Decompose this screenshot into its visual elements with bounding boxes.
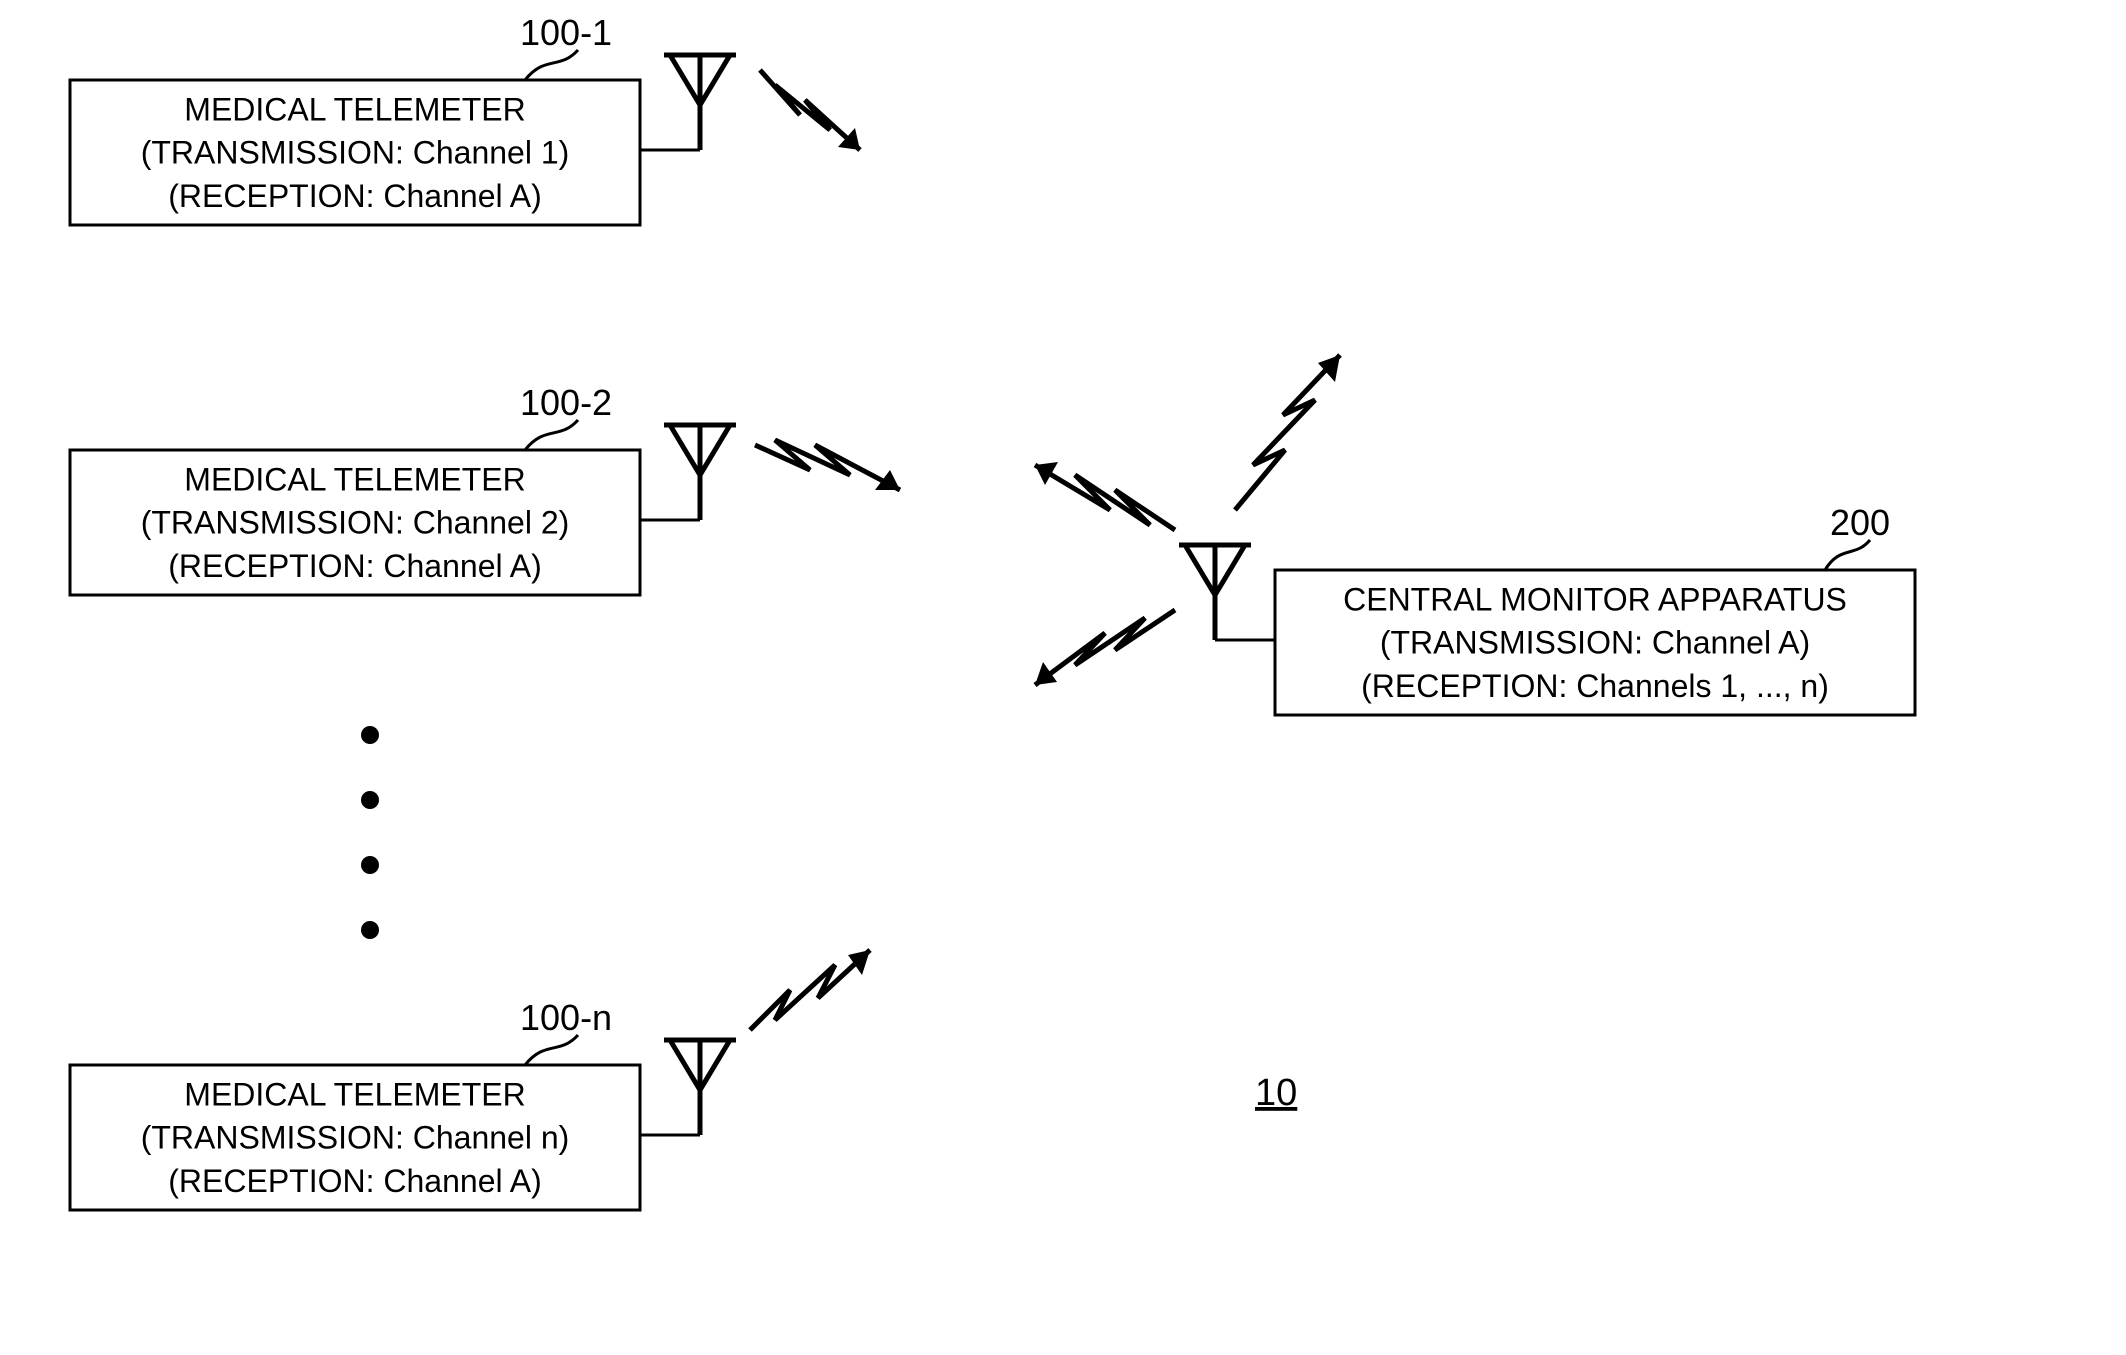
telemeter-2-line-0: MEDICAL TELEMETER [184,462,525,498]
telemeter-2-leader [525,420,578,450]
ellipsis-dot-1 [361,791,379,809]
telemeter-3-label: 100-n [520,997,612,1038]
telemeter-3-signal-path [750,950,870,1030]
central-monitor-sig1-signal-path [1035,465,1175,530]
telemeter-3-line-2: (RECEPTION: Channel A) [168,1163,541,1199]
telemeter-3: MEDICAL TELEMETER (TRANSMISSION: Channel … [70,1065,640,1210]
central-monitor-label-group: 200 [1825,502,1890,570]
telemeter-3-signal [750,950,870,1030]
telemeter-2-line-2: (RECEPTION: Channel A) [168,548,541,584]
central-monitor-sig2-signal [1035,610,1175,685]
central-monitor-sig1-signal-arrowhead [1035,462,1058,485]
central-monitor-line-0: CENTRAL MONITOR APPARATUS [1343,582,1847,618]
telemeter-2-label: 100-2 [520,382,612,423]
telemeter-3-leader [525,1035,578,1065]
central-monitor-line-2: (RECEPTION: Channels 1, ..., n) [1361,668,1829,704]
central-monitor-leader [1825,540,1870,570]
telemeter-3-line-1: (TRANSMISSION: Channel n) [141,1120,570,1156]
telemeter-3-line-0: MEDICAL TELEMETER [184,1077,525,1113]
telemeter-2-antenna [640,425,736,520]
ellipsis-dot-3 [361,921,379,939]
central-monitor: CENTRAL MONITOR APPARATUS (TRANSMISSION: … [1275,570,1915,715]
telemeter-1-line-1: (TRANSMISSION: Channel 1) [141,135,570,171]
ellipsis-dot-0 [361,726,379,744]
telemeter-2: MEDICAL TELEMETER (TRANSMISSION: Channel … [70,450,640,595]
telemeter-3-signal-arrowhead [848,950,870,975]
central-monitor-sig0-signal-path [1235,355,1340,510]
telemeter-1-line-0: MEDICAL TELEMETER [184,92,525,128]
telemeter-1-line-2: (RECEPTION: Channel A) [168,178,541,214]
telemeter-1-label: 100-1 [520,12,612,53]
telemeter-2-label-group: 100-2 [520,382,612,450]
central-monitor-line-1: (TRANSMISSION: Channel A) [1380,625,1810,661]
telemeter-3-label-group: 100-n [520,997,612,1065]
telemeter-2-signal [755,440,900,490]
telemeter-1-antenna [640,55,736,150]
central-monitor-sig1-signal [1035,462,1175,530]
central-monitor-antenna [1179,545,1275,640]
telemeter-1-signal [760,70,860,150]
telemeter-1-leader [525,50,578,80]
telemeter-2-line-1: (TRANSMISSION: Channel 2) [141,505,570,541]
ellipsis-dot-2 [361,856,379,874]
telemeter-1-signal-path [760,70,860,150]
figure-ref: 10 [1255,1072,1297,1114]
telemeter-1: MEDICAL TELEMETER (TRANSMISSION: Channel … [70,80,640,225]
telemeter-3-antenna [640,1040,736,1135]
central-monitor-sig0-signal [1235,355,1340,510]
central-monitor-label: 200 [1830,502,1890,543]
central-monitor-sig2-signal-path [1035,610,1175,685]
telemeter-1-label-group: 100-1 [520,12,612,80]
telemeter-2-signal-path [755,440,900,490]
